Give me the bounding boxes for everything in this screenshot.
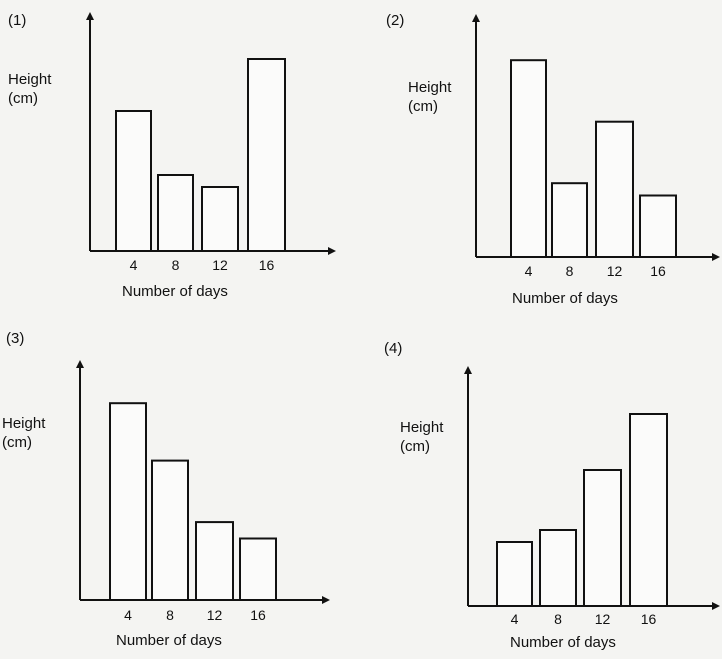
bar-day-4 <box>510 59 547 259</box>
x-tick-label: 4 <box>130 257 138 273</box>
panel-number: (1) <box>8 12 27 29</box>
bar-day-12 <box>195 521 234 601</box>
bar-day-8 <box>151 459 189 601</box>
x-axis-label: Number of days <box>116 632 222 649</box>
x-tick-label: 16 <box>259 257 275 273</box>
y-axis-label: Height (cm) <box>8 71 52 107</box>
x-tick-label: 12 <box>595 611 611 627</box>
y-axis-arrow-icon <box>464 366 472 374</box>
x-axis-label: Number of days <box>510 634 616 651</box>
x-axis-arrow-icon <box>322 596 330 604</box>
bar-day-4 <box>496 541 533 607</box>
x-axis-label: Number of days <box>122 283 228 300</box>
x-axis-arrow-icon <box>712 253 720 261</box>
bar-day-16 <box>639 194 677 258</box>
x-tick-label: 8 <box>172 257 180 273</box>
y-axis-arrow-icon <box>86 12 94 20</box>
x-tick-label: 12 <box>212 257 228 273</box>
bar-day-16 <box>247 58 286 252</box>
bar-day-16 <box>239 537 277 601</box>
x-tick-label: 8 <box>166 607 174 623</box>
x-tick-label: 16 <box>250 607 266 623</box>
x-tick-label: 16 <box>650 263 666 279</box>
panel-number: (2) <box>386 12 405 29</box>
x-axis-arrow-icon <box>712 602 720 610</box>
x-axis-label: Number of days <box>512 290 618 307</box>
x-axis-arrow-icon <box>328 247 336 255</box>
bar-day-8 <box>157 174 194 252</box>
x-tick-label: 4 <box>511 611 519 627</box>
x-tick-label: 12 <box>207 607 223 623</box>
bar-day-4 <box>109 402 147 602</box>
y-axis-label: Height (cm) <box>2 415 46 451</box>
bar-day-12 <box>595 120 634 258</box>
x-tick-label: 12 <box>607 263 623 279</box>
y-axis-arrow-icon <box>76 360 84 368</box>
x-tick-label: 8 <box>566 263 574 279</box>
panel-number: (4) <box>384 340 403 357</box>
bar-day-4 <box>115 110 152 252</box>
y-axis-arrow-icon <box>472 14 480 22</box>
x-tick-label: 8 <box>554 611 562 627</box>
bar-day-16 <box>629 413 668 607</box>
panel-number: (3) <box>6 330 25 347</box>
x-tick-label: 4 <box>525 263 533 279</box>
y-axis-label: Height (cm) <box>408 79 452 115</box>
bar-day-8 <box>539 529 577 607</box>
bar-day-12 <box>201 186 239 252</box>
y-axis-label: Height (cm) <box>400 419 444 455</box>
x-tick-label: 16 <box>641 611 657 627</box>
bar-day-8 <box>551 182 588 258</box>
bar-day-12 <box>583 469 622 607</box>
x-tick-label: 4 <box>124 607 132 623</box>
